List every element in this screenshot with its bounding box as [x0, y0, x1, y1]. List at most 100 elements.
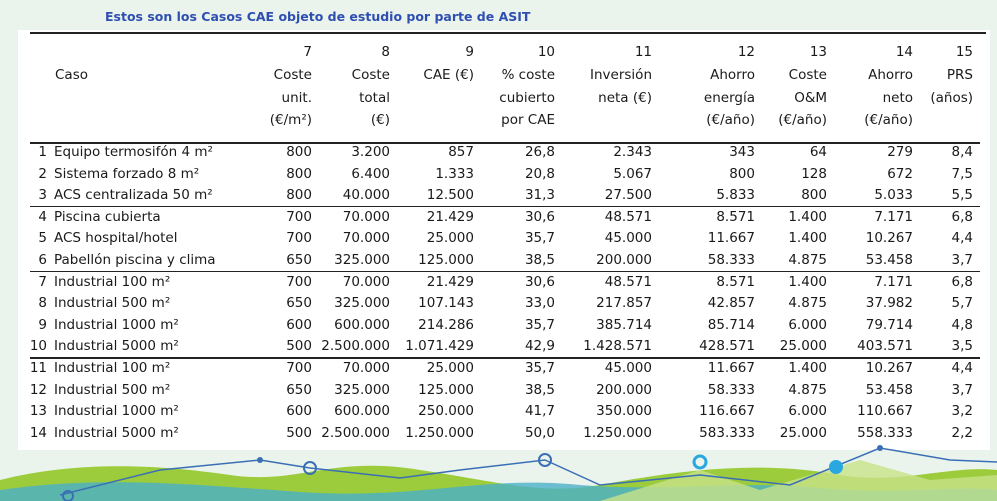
- value-cell: 1.071.429: [405, 338, 474, 355]
- value-cell: 857: [448, 144, 474, 160]
- value-cell: 110.667: [857, 403, 913, 420]
- value-cell: 70.000: [342, 208, 390, 225]
- header-cell: unit.: [281, 90, 312, 106]
- value-cell: 5,5: [951, 187, 973, 204]
- value-cell: 700: [286, 273, 312, 290]
- value-cell: 10.267: [865, 230, 913, 247]
- value-cell: 6.000: [788, 403, 827, 420]
- value-cell: 200.000: [596, 252, 652, 268]
- row-number: 14: [29, 424, 47, 441]
- value-cell: 500: [286, 424, 312, 441]
- value-cell: 5.033: [874, 187, 913, 204]
- header-rule: [30, 142, 980, 144]
- value-cell: 3.200: [351, 144, 390, 160]
- value-cell: 1.428.571: [583, 338, 652, 355]
- value-cell: 343: [729, 144, 755, 160]
- top-rule: [30, 32, 986, 34]
- value-cell: 5.833: [716, 187, 755, 204]
- header-cell: (€/año): [706, 112, 755, 128]
- header-cell: por CAE: [501, 112, 555, 128]
- value-cell: 700: [286, 230, 312, 247]
- value-cell: 6,8: [951, 273, 973, 290]
- case-name: Industrial 1000 m²: [54, 403, 179, 420]
- header-cell: Coste: [788, 67, 827, 83]
- header-cell: 9: [465, 44, 474, 60]
- header-cell: Caso: [55, 67, 88, 83]
- case-name: Equipo termosifón 4 m²: [54, 144, 213, 160]
- row-number: 12: [29, 381, 47, 398]
- dot: [303, 461, 317, 475]
- header-cell: PRS: [946, 67, 973, 83]
- value-cell: 7,5: [951, 165, 973, 182]
- case-name: Industrial 100 m²: [54, 360, 171, 376]
- header-cell: energía: [703, 90, 755, 106]
- header-cell: Coste: [351, 67, 390, 83]
- value-cell: 2.500.000: [321, 424, 390, 441]
- dot: [877, 445, 883, 451]
- dot: [62, 490, 74, 501]
- value-cell: 35,7: [524, 316, 555, 333]
- value-cell: 3,5: [951, 338, 973, 355]
- row-number: 4: [38, 208, 47, 225]
- value-cell: 128: [801, 165, 827, 182]
- value-cell: 38,5: [524, 381, 555, 398]
- value-cell: 1.400: [788, 208, 827, 225]
- value-cell: 64: [809, 144, 827, 160]
- case-name: Industrial 100 m²: [54, 273, 171, 290]
- value-cell: 40.000: [342, 187, 390, 204]
- row-number: 8: [38, 295, 47, 312]
- value-cell: 2,2: [951, 424, 973, 441]
- header-cell: 10: [537, 44, 555, 60]
- header-cell: Ahorro: [868, 67, 913, 83]
- value-cell: 3,2: [951, 403, 973, 420]
- value-cell: 700: [286, 208, 312, 225]
- value-cell: 11.667: [707, 360, 755, 376]
- value-cell: 4,4: [951, 360, 973, 376]
- row-number: 13: [29, 403, 47, 420]
- value-cell: 50,0: [524, 424, 555, 441]
- value-cell: 558.333: [857, 424, 913, 441]
- row-number: 10: [29, 338, 47, 355]
- group-rule: [30, 357, 980, 359]
- value-cell: 325.000: [334, 252, 390, 268]
- value-cell: 79.714: [865, 316, 913, 333]
- value-cell: 125.000: [418, 252, 474, 268]
- value-cell: 4,8: [951, 316, 973, 333]
- value-cell: 3,7: [951, 252, 973, 268]
- header-cell: (€/año): [864, 112, 913, 128]
- value-cell: 600: [286, 403, 312, 420]
- value-cell: 8,4: [951, 144, 973, 160]
- value-cell: 12.500: [426, 187, 474, 204]
- value-cell: 107.143: [418, 295, 474, 312]
- value-cell: 58.333: [707, 252, 755, 268]
- header-cell: (años): [930, 90, 973, 106]
- value-cell: 250.000: [418, 403, 474, 420]
- value-cell: 325.000: [334, 381, 390, 398]
- value-cell: 21.429: [426, 208, 474, 225]
- value-cell: 6.400: [351, 165, 390, 182]
- value-cell: 6,8: [951, 208, 973, 225]
- pin: [692, 454, 708, 470]
- value-cell: 27.500: [604, 187, 652, 204]
- value-cell: 3,7: [951, 381, 973, 398]
- value-cell: 800: [286, 144, 312, 160]
- value-cell: 500: [286, 338, 312, 355]
- row-number: 7: [38, 273, 47, 290]
- header-cell: 11: [634, 44, 652, 60]
- value-cell: 30,6: [524, 208, 555, 225]
- header-cell: CAE (€): [423, 67, 474, 83]
- value-cell: 350.000: [596, 403, 652, 420]
- row-number: 9: [38, 316, 47, 333]
- value-cell: 7.171: [874, 273, 913, 290]
- value-cell: 70.000: [342, 230, 390, 247]
- value-cell: 8.571: [716, 273, 755, 290]
- value-cell: 25.000: [426, 230, 474, 247]
- value-cell: 1.250.000: [405, 424, 474, 441]
- value-cell: 800: [801, 187, 827, 204]
- value-cell: 53.458: [865, 381, 913, 398]
- header-cell: Inversión: [590, 67, 652, 83]
- value-cell: 30,6: [524, 273, 555, 290]
- case-name: Piscina cubierta: [54, 208, 161, 225]
- value-cell: 800: [286, 187, 312, 204]
